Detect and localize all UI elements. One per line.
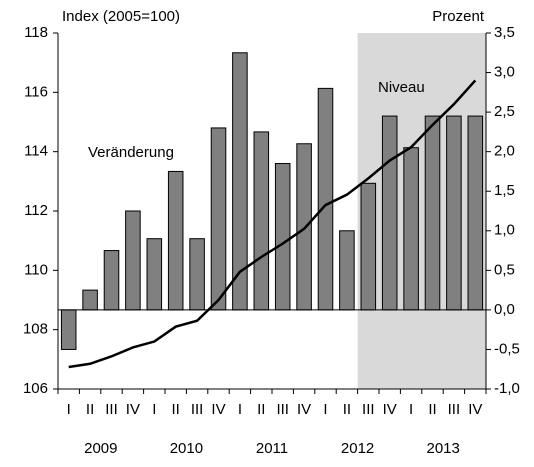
- y2-tick-label: -0,5: [494, 340, 520, 357]
- y-tick-label: 112: [24, 202, 48, 219]
- bar: [403, 147, 419, 311]
- y2-tick-label: 1,0: [494, 222, 515, 239]
- bar: [253, 131, 270, 311]
- x-tick-label: I: [238, 401, 242, 418]
- bar-annotation: Veränderung: [88, 144, 174, 161]
- right-axis-title: Prozent: [432, 8, 485, 25]
- y-tick-label: 118: [24, 24, 48, 41]
- y-tick-label: 108: [23, 321, 48, 338]
- bar: [424, 115, 441, 311]
- x-tick-label: II: [172, 401, 180, 418]
- bar: [339, 230, 355, 311]
- bar: [82, 289, 98, 311]
- bar: [146, 238, 163, 311]
- y-tick-label: 106: [23, 380, 48, 397]
- x-tick-label: I: [323, 401, 327, 418]
- x-tick-label: II: [343, 401, 351, 418]
- x-tick-label: II: [428, 401, 436, 418]
- year-label: 2009: [84, 440, 117, 457]
- year-label: 2012: [341, 440, 374, 457]
- bar: [60, 309, 77, 350]
- y2-tick-label: 0,0: [494, 301, 515, 318]
- y-tick-label: 110: [24, 261, 48, 278]
- y2-tick-label: -1,0: [494, 380, 520, 397]
- bar: [381, 115, 398, 311]
- bar: [274, 163, 291, 311]
- x-tick-label: I: [409, 401, 413, 418]
- bar: [125, 210, 141, 311]
- left-axis-title: Index (2005=100): [62, 8, 180, 25]
- y2-tick-label: 2,0: [494, 143, 515, 160]
- x-tick-label: III: [191, 401, 204, 418]
- x-tick-label: IV: [468, 401, 482, 418]
- x-tick-label: I: [152, 401, 156, 418]
- y2-tick-label: 2,5: [494, 103, 515, 120]
- y2-tick-label: 1,5: [494, 182, 515, 199]
- bar: [446, 115, 462, 311]
- x-tick-label: IV: [383, 401, 397, 418]
- y2-tick-label: 3,5: [494, 24, 515, 41]
- bar: [210, 127, 227, 311]
- x-tick-label: II: [86, 401, 94, 418]
- x-tick-label: III: [362, 401, 375, 418]
- bar: [296, 143, 312, 311]
- year-label: 2010: [170, 440, 203, 457]
- x-tick-label: III: [105, 401, 118, 418]
- x-tick-label: IV: [126, 401, 140, 418]
- bar: [317, 87, 334, 311]
- x-tick-label: III: [448, 401, 461, 418]
- x-tick-label: I: [67, 401, 71, 418]
- line-annotation: Niveau: [378, 79, 425, 96]
- y-tick-label: 116: [24, 83, 48, 100]
- bar: [103, 250, 120, 311]
- bar: [189, 238, 205, 311]
- x-tick-label: II: [257, 401, 265, 418]
- line: [68, 79, 477, 369]
- bar: [167, 170, 184, 311]
- y2-tick-label: 3,0: [494, 64, 515, 81]
- year-label: 2011: [256, 440, 288, 457]
- x-tick-label: IV: [297, 401, 311, 418]
- bar: [360, 182, 377, 311]
- x-tick-label: III: [276, 401, 289, 418]
- x-tick-label: IV: [211, 401, 225, 418]
- bar: [467, 115, 484, 311]
- y2-tick-label: 0,5: [494, 261, 515, 278]
- y-tick-label: 114: [24, 143, 48, 160]
- year-label: 2013: [427, 440, 460, 457]
